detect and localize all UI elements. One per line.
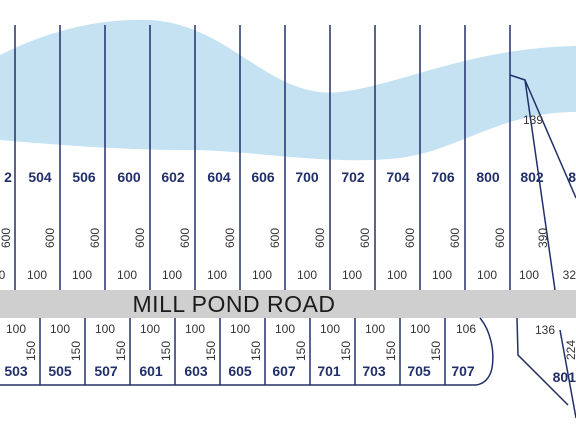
lot-depth: 150 (69, 341, 83, 361)
lot-number: 503 (4, 363, 28, 379)
lot-line-angled (524, 79, 576, 199)
lot-line-801 (559, 329, 576, 419)
lot-depth: 150 (339, 341, 353, 361)
lot-frontage: 100 (50, 322, 70, 336)
road-name: MILL POND ROAD (133, 291, 336, 317)
lot-depth: 150 (204, 341, 218, 361)
lot-frontage: 32 (563, 268, 576, 282)
lot-depth: 600 (43, 228, 57, 248)
lot-frontage: 100 (230, 322, 250, 336)
lot-depth: 390 (536, 228, 550, 248)
lot-number: 606 (251, 169, 275, 185)
lot-frontage: 100 (162, 268, 182, 282)
lot-depth: 150 (24, 341, 38, 361)
lot-number: 700 (295, 169, 319, 185)
lot-depth: 600 (493, 228, 507, 248)
lot-frontage: 100 (6, 322, 26, 336)
lot-number: 2 (4, 169, 12, 185)
lot-frontage: 100 (297, 268, 317, 282)
lot-frontage: 100 (342, 268, 362, 282)
lot-number: 703 (362, 363, 386, 379)
lot-number: 602 (161, 169, 185, 185)
lot-number: 802 (520, 169, 544, 185)
lot-frontage: 136 (535, 323, 555, 337)
lot-depth: 600 (268, 228, 282, 248)
lot-frontage: 100 (95, 322, 115, 336)
lot-depth: 600 (88, 228, 102, 248)
lot-number: 8 (568, 169, 576, 185)
lot-number: 607 (272, 363, 296, 379)
north-lot-lines (14, 25, 576, 291)
lot-number: 505 (48, 363, 72, 379)
lot-number: 701 (317, 363, 341, 379)
lot-frontage: 100 (519, 268, 539, 282)
lot-number: 504 (28, 169, 52, 185)
lot-number: 604 (207, 169, 231, 185)
lot-number: 704 (386, 169, 410, 185)
lot-line-801 (516, 317, 569, 406)
lot-depth: 600 (403, 228, 417, 248)
lot-depth: 150 (159, 341, 173, 361)
lot-depth: 600 (178, 228, 192, 248)
lot-number: 603 (184, 363, 208, 379)
lot-frontage: 100 (365, 322, 385, 336)
lot-frontage: 100 (320, 322, 340, 336)
lot-frontage: 100 (72, 268, 92, 282)
lot-number: 600 (117, 169, 141, 185)
lot-number: 706 (431, 169, 455, 185)
lot-frontage: 100 (117, 268, 137, 282)
lot-depth: 150 (114, 341, 128, 361)
road-band (0, 290, 576, 318)
lot-rear-dim: 139 (523, 113, 543, 127)
south-lot-lines (0, 317, 576, 419)
lot-frontage: 100 (140, 322, 160, 336)
lot-number: 800 (476, 169, 500, 185)
north-lot-labels: 2 504 506 600 602 604 606 700 702 704 70… (0, 113, 576, 282)
lot-frontage: 100 (207, 268, 227, 282)
lot-frontage: 100 (432, 268, 452, 282)
lot-line-curved (475, 317, 494, 386)
lot-number: 506 (72, 169, 96, 185)
lot-frontage: 100 (477, 268, 497, 282)
lot-depth: 600 (448, 228, 462, 248)
lot-frontage: 106 (456, 322, 476, 336)
lot-depth: 600 (0, 228, 13, 248)
lot-number: 702 (341, 169, 365, 185)
lot-frontage: 100 (275, 322, 295, 336)
lot-depth: 224 (564, 340, 576, 360)
south-lot-labels: 100 100 100 100 100 100 100 100 100 100 … (4, 322, 576, 385)
lot-frontage: 100 (387, 268, 407, 282)
lot-frontage: 100 (410, 322, 430, 336)
lot-number: 801 (553, 369, 576, 385)
lot-depth: 150 (384, 341, 398, 361)
lot-depth: 600 (313, 228, 327, 248)
lot-depth: 150 (249, 341, 263, 361)
pond-water (0, 19, 576, 161)
lot-number: 707 (451, 363, 475, 379)
lot-number: 507 (94, 363, 118, 379)
lot-depth: 150 (294, 341, 308, 361)
lot-number: 601 (139, 363, 163, 379)
lot-depth: 600 (133, 228, 147, 248)
lot-frontage: 100 (27, 268, 47, 282)
lot-depth: 150 (429, 341, 443, 361)
lot-frontage: 100 (252, 268, 272, 282)
lot-number: 705 (407, 363, 431, 379)
lot-depth: 600 (358, 228, 372, 248)
lot-number: 605 (228, 363, 252, 379)
lot-frontage: 100 (185, 322, 205, 336)
lot-frontage: 0 (0, 268, 6, 282)
lot-depth: 600 (223, 228, 237, 248)
